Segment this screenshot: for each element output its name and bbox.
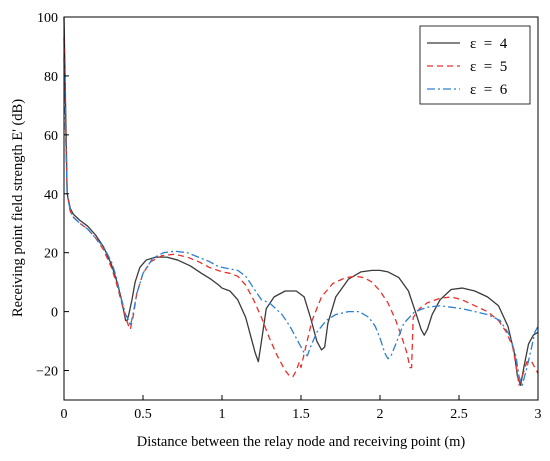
y-tick-label: 80: [44, 70, 58, 85]
axis-ticks: [63, 16, 539, 400]
legend-label-2: ε = 5: [470, 59, 507, 75]
series-line-3: [63, 58, 539, 386]
y-tick-label: 100: [37, 11, 58, 26]
y-tick-label: −20: [36, 365, 58, 380]
x-tick-label: 0.5: [134, 407, 152, 422]
legend-label-1: ε = 4: [470, 36, 508, 52]
x-tick-label: 2: [377, 407, 384, 422]
y-tick-label: 60: [44, 129, 58, 144]
x-tick-label: 3: [535, 407, 542, 422]
x-tick-label: 1.5: [292, 407, 310, 422]
x-tick-label: 1: [219, 407, 226, 422]
y-tick-label: 0: [51, 306, 58, 321]
series-layer: [63, 16, 539, 386]
x-tick-label: 2.5: [450, 407, 468, 422]
legend: ε = 4 ε = 5 ε = 6: [419, 25, 531, 105]
x-tick-label: 0: [61, 407, 68, 422]
x-axis-title: Distance between the relay node and rece…: [137, 434, 466, 450]
y-tick-label: 40: [44, 188, 58, 203]
y-axis-title: Receiving point field strength E' (dB): [10, 99, 26, 317]
legend-label-3: ε = 6: [470, 82, 508, 98]
y-tick-label: 20: [44, 247, 58, 262]
legend-box: [419, 25, 531, 105]
tick-labels: 0 0.5 1 1.5 2 2.5 3 −20 0 20 40 60 80 100: [36, 11, 541, 422]
series-line-2: [63, 37, 539, 386]
